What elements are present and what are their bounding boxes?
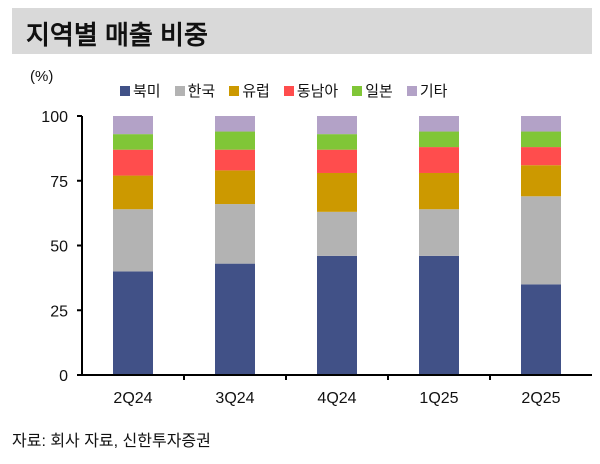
bar-segment (317, 172, 357, 212)
y-tick-label: 25 (50, 303, 68, 320)
legend-item: 북미 (120, 80, 161, 101)
bar-segment (419, 147, 459, 173)
bar-segment (113, 175, 153, 210)
bar-segment (113, 209, 153, 272)
bar-segment (113, 134, 153, 150)
bar-segment (419, 209, 459, 256)
bar-segment (113, 149, 153, 176)
bar-segment (521, 147, 561, 166)
legend: 북미 한국 유럽 동남아 일본 기타 (120, 80, 447, 101)
bar-segment (215, 131, 255, 150)
legend-label: 기타 (419, 83, 448, 100)
bar-segment (317, 211, 357, 256)
bar-segment (317, 116, 357, 135)
x-tick-label: 3Q24 (215, 390, 254, 407)
bar-segment (215, 170, 255, 205)
bar-segment (317, 134, 357, 150)
legend-swatch (174, 85, 185, 96)
legend-label: 유럽 (242, 83, 270, 100)
chart-title: 지역별 매출 비중 (26, 20, 208, 50)
bar-segment (215, 116, 255, 132)
bar-segment (521, 116, 561, 132)
bar-segment (317, 149, 357, 173)
bar-segment (419, 131, 459, 148)
bar-segment (521, 196, 561, 285)
legend-swatch (120, 85, 130, 96)
legend-swatch (283, 85, 294, 96)
bar-segment (521, 131, 561, 148)
legend-label: 일본 (365, 83, 393, 100)
y-axis-unit: (%) (30, 68, 54, 85)
legend-label: 한국 (187, 83, 216, 100)
x-tick-label: 2Q25 (521, 390, 560, 407)
bar-segment (215, 263, 255, 375)
legend-item: 일본 (352, 80, 393, 101)
bar-segment (419, 116, 459, 132)
y-tick-label: 75 (50, 174, 68, 191)
legend-label: 북미 (133, 83, 161, 100)
legend-item: 동남아 (283, 80, 339, 101)
bar-segment (419, 255, 459, 375)
y-tick-label: 0 (59, 368, 68, 385)
legend-swatch (406, 85, 417, 96)
bar-segment (521, 165, 561, 197)
bar-segment (215, 149, 255, 171)
bar-segment (113, 271, 153, 375)
legend-swatch (352, 85, 363, 96)
legend-item: 유럽 (229, 80, 270, 101)
bar-segment (317, 255, 357, 375)
bar-segment (113, 116, 153, 135)
x-tick-label: 2Q24 (113, 390, 152, 407)
legend-item: 기타 (406, 80, 448, 101)
title-bar: 지역별 매출 비중 (12, 8, 592, 54)
legend-label: 동남아 (296, 83, 339, 100)
source-note: 자료: 회사 자료, 신한투자증권 (12, 433, 211, 450)
y-tick-label: 100 (41, 109, 68, 126)
x-tick-label: 1Q25 (419, 390, 458, 407)
y-tick-label: 50 (50, 239, 68, 256)
bar-segment (215, 204, 255, 264)
legend-swatch (229, 85, 240, 96)
bar-segment (419, 172, 459, 210)
legend-item: 한국 (174, 80, 216, 101)
x-tick-label: 4Q24 (317, 390, 356, 407)
bar-segment (521, 284, 561, 375)
